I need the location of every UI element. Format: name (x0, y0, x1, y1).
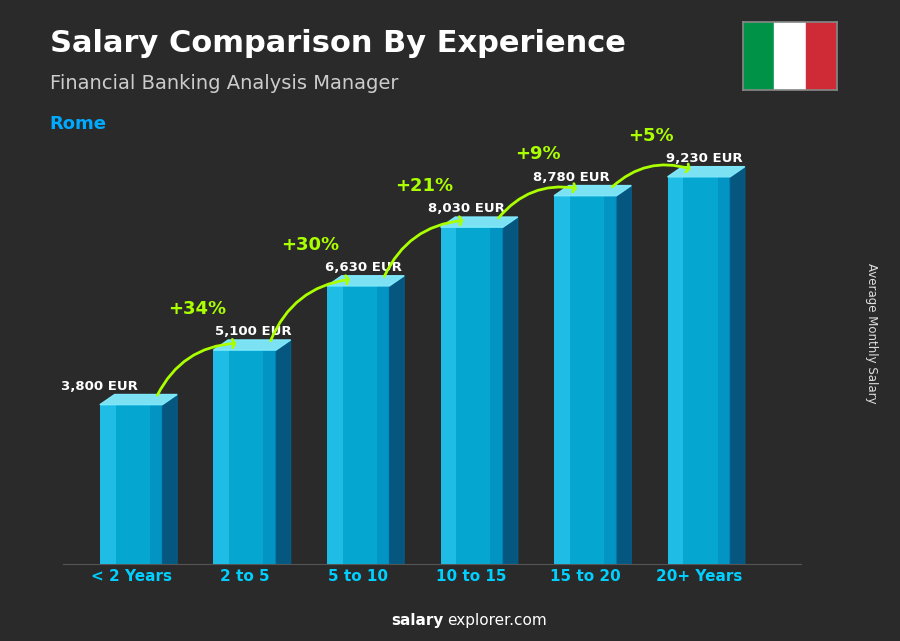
Polygon shape (213, 340, 291, 350)
Bar (264, 350, 276, 564)
Text: +5%: +5% (628, 126, 674, 144)
Bar (100, 404, 162, 564)
Polygon shape (668, 167, 745, 177)
Polygon shape (730, 167, 745, 564)
Polygon shape (554, 185, 631, 196)
Polygon shape (276, 340, 291, 564)
Bar (774, 22, 806, 90)
Bar (100, 404, 115, 564)
Text: explorer.com: explorer.com (447, 613, 547, 628)
Bar (327, 286, 390, 564)
Polygon shape (503, 217, 517, 564)
Bar (327, 286, 343, 564)
Bar (150, 404, 162, 564)
Bar (213, 350, 229, 564)
Bar (554, 196, 570, 564)
Bar (668, 177, 730, 564)
Bar (806, 22, 837, 90)
Text: Financial Banking Analysis Manager: Financial Banking Analysis Manager (50, 74, 398, 93)
Polygon shape (100, 394, 177, 404)
Bar (554, 196, 616, 564)
Bar (213, 350, 276, 564)
Text: 9,230 EUR: 9,230 EUR (666, 152, 742, 165)
Bar (440, 227, 503, 564)
Text: +21%: +21% (395, 177, 453, 195)
Polygon shape (390, 276, 404, 564)
Bar (717, 177, 730, 564)
Text: +9%: +9% (515, 146, 561, 163)
Bar (604, 196, 617, 564)
Text: 6,630 EUR: 6,630 EUR (326, 261, 402, 274)
Text: Average Monthly Salary: Average Monthly Salary (865, 263, 878, 404)
Text: +30%: +30% (282, 236, 339, 254)
Text: 5,100 EUR: 5,100 EUR (215, 326, 292, 338)
Polygon shape (327, 276, 404, 286)
Polygon shape (616, 185, 631, 564)
Text: Salary Comparison By Experience: Salary Comparison By Experience (50, 29, 625, 58)
Text: 8,780 EUR: 8,780 EUR (534, 171, 610, 184)
Text: +34%: +34% (168, 300, 226, 318)
Bar (742, 22, 774, 90)
Bar (377, 286, 390, 564)
Bar (440, 227, 456, 564)
Text: 3,800 EUR: 3,800 EUR (61, 380, 138, 393)
Polygon shape (440, 217, 517, 227)
Text: Rome: Rome (50, 115, 106, 133)
Bar (491, 227, 503, 564)
Polygon shape (162, 394, 177, 564)
Bar (668, 177, 683, 564)
Text: salary: salary (392, 613, 444, 628)
Text: 8,030 EUR: 8,030 EUR (428, 203, 505, 215)
